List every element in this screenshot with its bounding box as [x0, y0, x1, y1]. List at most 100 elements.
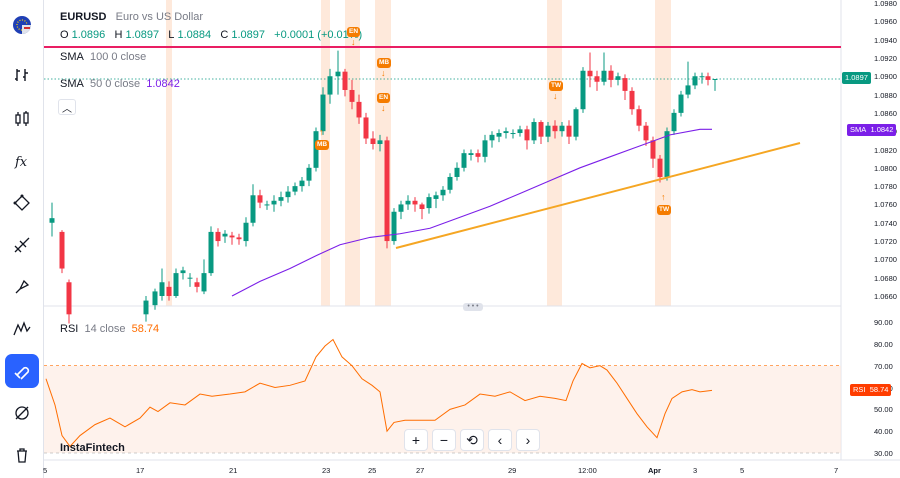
left-toolbar: fx: [0, 0, 44, 478]
candle-body: [552, 125, 558, 132]
candle-body: [496, 133, 502, 137]
chart-navigation: + − ⟲ ‹ ›: [404, 429, 540, 451]
candle-body: [356, 101, 362, 118]
signal-marker: MB: [315, 140, 330, 150]
rsi-line: [45, 338, 713, 448]
candle-body: [208, 231, 214, 274]
reset-button[interactable]: ⟲: [460, 429, 484, 451]
rsi-badge: RSI 58.74: [850, 384, 892, 396]
candle-body: [545, 125, 551, 137]
zoom-out-button[interactable]: −: [432, 429, 456, 451]
price-tick-label: 1.0960: [874, 17, 897, 27]
time-tick-label: 21: [229, 466, 238, 475]
candle-body: [166, 286, 172, 296]
high-label: H: [114, 29, 123, 41]
time-tick-label: 3: [693, 466, 698, 475]
patterns-icon[interactable]: [5, 186, 39, 220]
candle-body: [503, 131, 509, 134]
price-tick-label: 1.0800: [874, 163, 897, 173]
chart-type-icon[interactable]: [5, 58, 39, 92]
rsi-tick-label: 80.00: [874, 339, 893, 349]
price-tick-label: 1.0680: [874, 273, 897, 283]
candle-body: [391, 211, 397, 242]
candle-body: [489, 134, 495, 141]
sma50-legend[interactable]: SMA 50 0 close 1.0842: [60, 78, 180, 90]
rsi-pane: [45, 338, 713, 448]
candle-body: [398, 204, 404, 212]
candle-body: [705, 76, 711, 80]
candle-body: [222, 233, 228, 237]
candle-body: [264, 204, 270, 206]
close-value: 1.0897: [231, 29, 265, 41]
candle-body: [629, 90, 635, 110]
candle-body: [243, 222, 249, 242]
candle-body: [475, 153, 481, 157]
eye-hide-icon[interactable]: [5, 396, 39, 430]
candle-body: [608, 70, 614, 80]
candles: [49, 50, 718, 324]
candle-body: [59, 231, 65, 269]
price-tick-label: 1.0660: [874, 292, 897, 301]
candle-body: [215, 231, 221, 242]
arrow-down-icon: ↓: [381, 68, 386, 78]
support-trendline: [395, 142, 801, 249]
sma-price-badge: SMA 1.0842: [847, 124, 897, 136]
waves-icon[interactable]: [5, 312, 39, 346]
rsi-params: 14 close: [84, 323, 126, 335]
minus-icon: −: [439, 432, 449, 448]
candle-body: [66, 282, 72, 315]
price-tick-label: 1.0920: [874, 53, 897, 63]
candles-icon[interactable]: [5, 102, 39, 136]
scroll-right-button[interactable]: ›: [516, 429, 540, 451]
price-tick-label: 1.0720: [874, 237, 897, 247]
pane-resize-handle[interactable]: • • •: [463, 303, 483, 311]
candle-body: [615, 76, 621, 80]
scroll-left-button[interactable]: ‹: [488, 429, 512, 451]
brush-icon[interactable]: [5, 270, 39, 304]
candle-body: [699, 76, 705, 78]
svg-text:fx: fx: [14, 155, 28, 170]
candle-body: [573, 109, 579, 137]
drawing-tools-icon[interactable]: [5, 228, 39, 262]
sma50-name: SMA: [60, 78, 84, 90]
magnet-icon[interactable]: [5, 354, 39, 388]
candle-body: [187, 277, 193, 279]
candle-body: [643, 125, 649, 141]
candle-body: [580, 70, 586, 110]
candle-body: [412, 200, 418, 205]
rsi-tick-label: 90.00: [874, 318, 893, 327]
time-tick-label: Apr: [648, 466, 661, 475]
zoom-in-button[interactable]: +: [404, 429, 428, 451]
rsi-legend[interactable]: RSI 14 close 58.74: [60, 323, 159, 335]
candle-body: [250, 195, 256, 223]
candle-body: [370, 138, 376, 145]
candle-body: [678, 94, 684, 113]
rsi-value: 58.74: [131, 323, 160, 335]
current-price-badge: 1.0897: [842, 72, 871, 84]
candle-body: [566, 125, 572, 137]
time-tick-label: 23: [322, 466, 331, 475]
candle-body: [384, 140, 390, 242]
highlight-column: [655, 0, 671, 306]
trash-icon[interactable]: [5, 438, 39, 472]
sma100-name: SMA: [60, 51, 84, 63]
eu-flag-icon[interactable]: [5, 8, 39, 42]
candle-body: [587, 70, 593, 77]
sma100-legend[interactable]: SMA 100 0 close: [60, 51, 146, 63]
collapse-legend-button[interactable]: ︿: [58, 99, 76, 115]
chart-grid: [44, 0, 900, 461]
candle-body: [236, 237, 242, 240]
open-label: O: [60, 29, 69, 41]
candle-body: [657, 158, 663, 177]
symbol-ticker[interactable]: EURUSD: [60, 11, 107, 23]
indicators-icon[interactable]: fx: [5, 144, 39, 178]
candle-body: [143, 300, 149, 315]
low-label: L: [168, 29, 175, 41]
candle-body: [299, 180, 305, 187]
candle-body: [419, 204, 425, 210]
candle-body: [194, 282, 200, 287]
chevron-right-icon: ›: [525, 432, 531, 448]
highlight-column: [166, 0, 172, 306]
time-tick-label: 12:00: [578, 466, 597, 475]
